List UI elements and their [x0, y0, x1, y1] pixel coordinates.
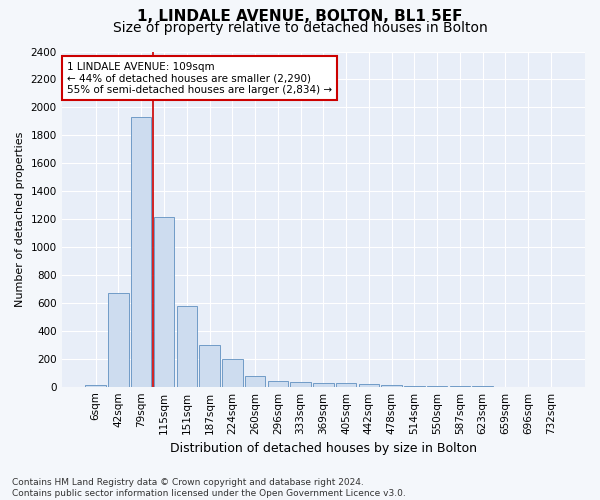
Bar [382, 385, 402, 386]
Bar [131, 117, 151, 386]
Text: 1, LINDALE AVENUE, BOLTON, BL1 5EF: 1, LINDALE AVENUE, BOLTON, BL1 5EF [137, 9, 463, 24]
Bar [222, 360, 242, 386]
Bar [268, 381, 288, 386]
Text: Size of property relative to detached houses in Bolton: Size of property relative to detached ho… [113, 21, 487, 35]
Bar [199, 345, 220, 387]
Bar [176, 306, 197, 386]
Bar [290, 382, 311, 386]
Bar [313, 383, 334, 386]
Bar [108, 293, 129, 386]
Bar [245, 376, 265, 386]
Bar [359, 384, 379, 386]
Bar [154, 217, 174, 386]
Text: Contains HM Land Registry data © Crown copyright and database right 2024.
Contai: Contains HM Land Registry data © Crown c… [12, 478, 406, 498]
Bar [336, 383, 356, 386]
Text: 1 LINDALE AVENUE: 109sqm
← 44% of detached houses are smaller (2,290)
55% of sem: 1 LINDALE AVENUE: 109sqm ← 44% of detach… [67, 62, 332, 95]
Y-axis label: Number of detached properties: Number of detached properties [15, 132, 25, 307]
X-axis label: Distribution of detached houses by size in Bolton: Distribution of detached houses by size … [170, 442, 477, 455]
